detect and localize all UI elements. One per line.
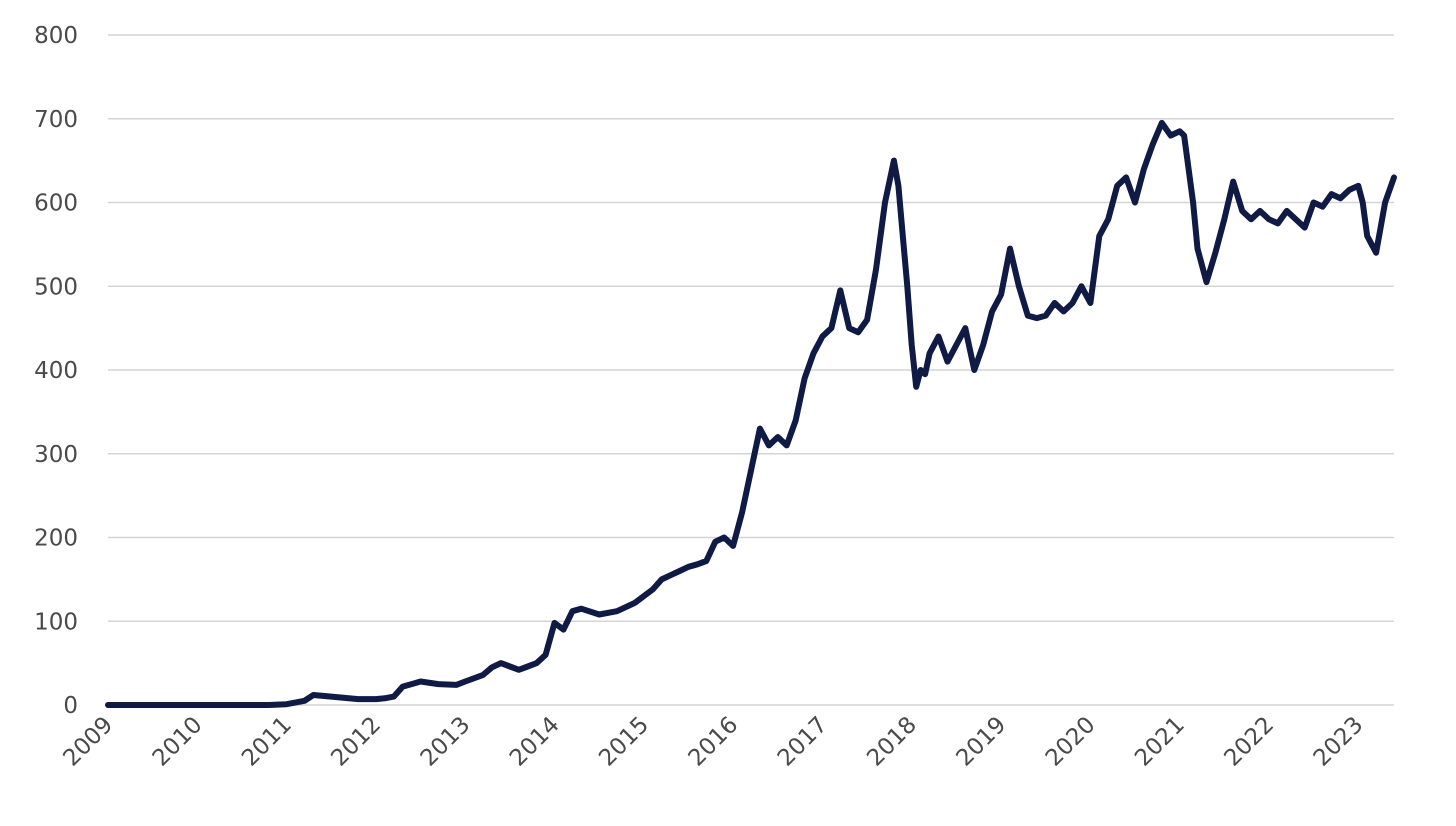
y-tick-label: 500 (34, 274, 78, 300)
series-line-0 (105, 119, 1397, 708)
x-axis-labels: 2009 2010 2011 2012 2013 2014 2015 2016 2017 2018… (58, 712, 1368, 772)
x-tick-label: 2009 (58, 712, 118, 772)
y-tick-label: 600 (34, 191, 78, 217)
y-tick-label: 700 (34, 107, 78, 133)
x-tick-label: 2022 (1219, 712, 1279, 772)
x-tick-label: 2020 (1041, 712, 1101, 772)
grid-lines (108, 34, 1394, 706)
y-tick-label: 300 (34, 442, 78, 468)
x-tick-label: 2019 (952, 712, 1012, 772)
x-tick-label: 2010 (148, 712, 208, 772)
x-tick-label: 2017 (773, 712, 833, 772)
x-tick-label: 2013 (416, 712, 476, 772)
x-tick-label: 2018 (862, 712, 922, 772)
x-tick-label: 2016 (684, 712, 744, 772)
y-tick-label: 200 (34, 526, 78, 552)
y-tick-label: 100 (34, 609, 78, 635)
y-tick-label: 800 (34, 23, 78, 49)
series-layer (105, 119, 1397, 708)
x-tick-label: 2011 (237, 712, 297, 772)
y-axis-labels: 0 100 200 300 400 500 600 700 800 (34, 23, 78, 719)
y-tick-label: 400 (34, 358, 78, 384)
x-tick-label: 2021 (1130, 712, 1190, 772)
x-tick-label: 2014 (505, 712, 565, 772)
y-tick-label: 0 (63, 693, 78, 719)
x-tick-label: 2012 (326, 712, 386, 772)
x-tick-label: 2015 (594, 712, 654, 772)
x-tick-label: 2023 (1309, 712, 1369, 772)
